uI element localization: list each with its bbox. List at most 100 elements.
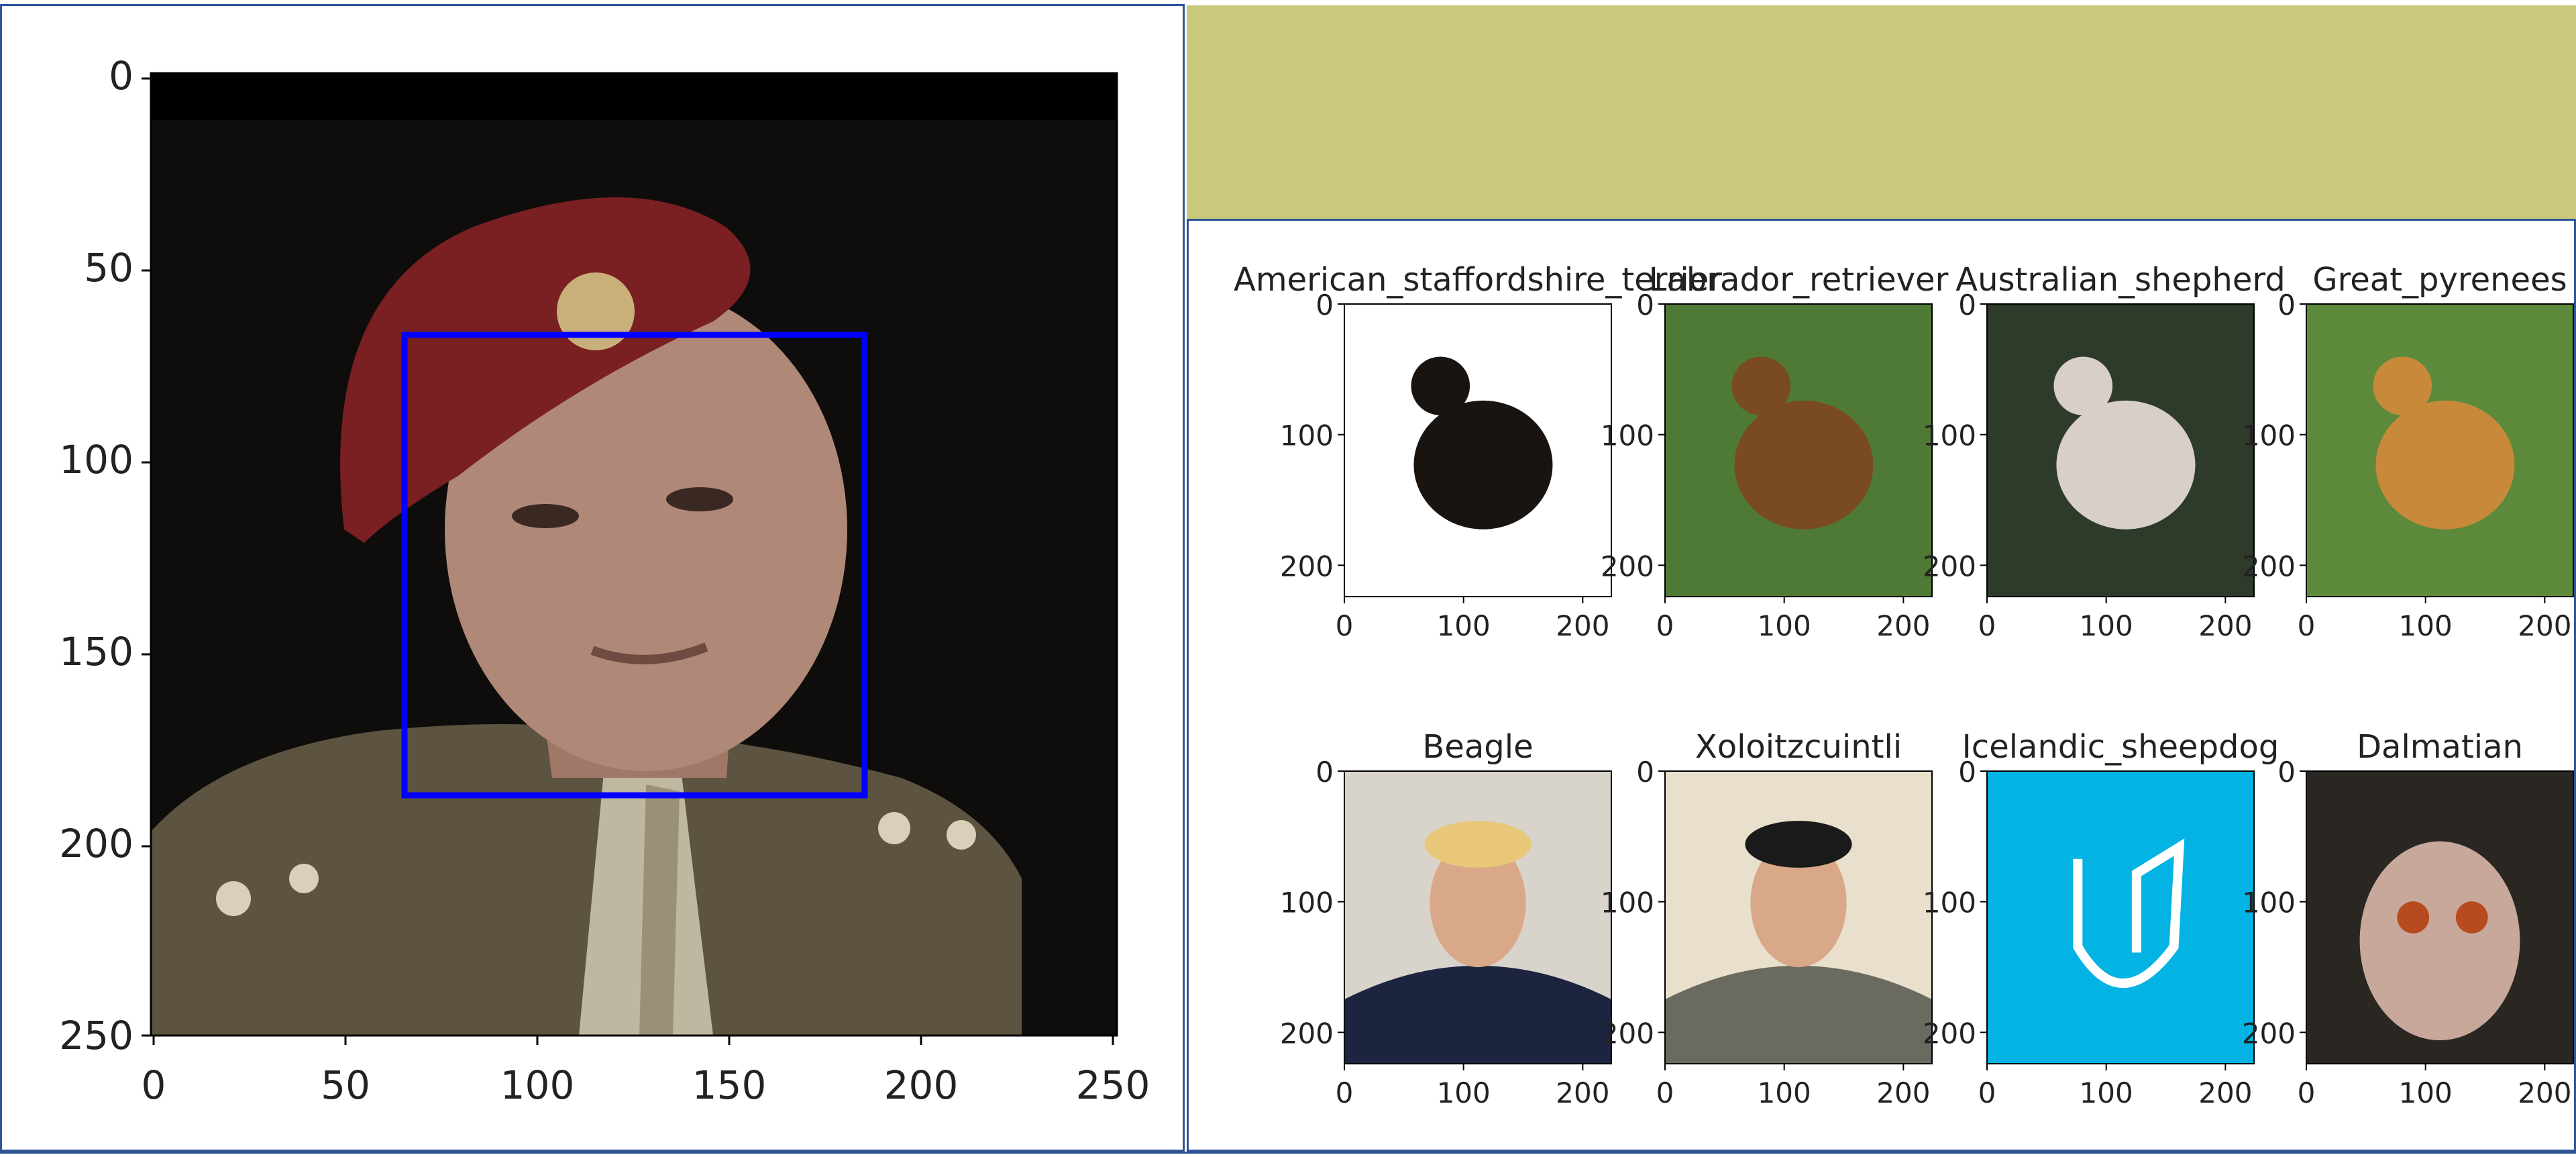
- breed-title: Xoloitzcuintli: [1695, 728, 1902, 766]
- dog-body: [1734, 400, 1874, 530]
- y-tick-label: 0: [1316, 289, 1334, 321]
- bottom-frame: [0, 1152, 2576, 1157]
- y-tick-label: 100: [1923, 887, 1976, 919]
- breed-title: American_staffordshire_terrier: [1234, 261, 1722, 299]
- y-tick-label: 0: [1958, 289, 1976, 321]
- y-tick-label: 0: [1636, 289, 1654, 321]
- x-tick-label: 200: [1556, 609, 1609, 642]
- beret: [340, 197, 751, 543]
- x-tick-label: 0: [2298, 1076, 2316, 1109]
- dog-body: [2056, 400, 2196, 530]
- dog-head: [2373, 356, 2432, 415]
- subplot-frame: [2306, 303, 2574, 597]
- portrait-face: [1430, 838, 1526, 968]
- y-tick-label: 250: [59, 1013, 133, 1058]
- x-tick-label: 200: [884, 1062, 959, 1108]
- y-tick-label: 200: [1601, 550, 1654, 583]
- y-tick-label: 0: [1636, 756, 1654, 789]
- x-tick-label: 0: [2298, 609, 2316, 642]
- x-tick-label: 100: [2399, 1076, 2453, 1109]
- y-tick-label: 100: [1601, 887, 1654, 919]
- y-tick-label: 100: [1601, 419, 1654, 452]
- subplot-frame: [1344, 303, 1612, 597]
- y-tick-label: 50: [84, 245, 133, 291]
- portrait-suit: [1665, 965, 1932, 1064]
- breed-title: Great_pyrenees: [2312, 261, 2567, 299]
- face-bounding-box: [401, 332, 868, 799]
- x-tick-label: 200: [2198, 609, 2252, 642]
- y-tick-label: 200: [1280, 1017, 1334, 1050]
- y-tick-label: 200: [1601, 1017, 1654, 1050]
- y-tick-label: 150: [59, 629, 133, 674]
- x-tick-label: 100: [2080, 1076, 2133, 1109]
- x-tick-label: 200: [2198, 1076, 2252, 1109]
- x-tick-label: 150: [692, 1062, 767, 1108]
- y-tick-label: 100: [2242, 887, 2296, 919]
- beret-badge: [557, 272, 635, 350]
- x-tick-label: 200: [1556, 1076, 1609, 1109]
- y-tick-label: 0: [109, 53, 133, 99]
- cartoon-eye: [2455, 901, 2488, 934]
- y-tick-label: 0: [2277, 289, 2296, 321]
- y-tick-label: 100: [1280, 419, 1334, 452]
- x-axis: 0 50 100 150 200 250: [142, 1036, 1150, 1108]
- x-tick-label: 0: [1336, 1076, 1354, 1109]
- cartoon-eye: [2397, 901, 2430, 934]
- y-tick-label: 0: [2277, 756, 2296, 789]
- breed-title: Dalmatian: [2357, 728, 2523, 766]
- y-axis: 0 50 100 150 200 250: [59, 53, 151, 1058]
- face-detection-panel: 0 50 100 150 200 250 0 50 100 150 200 25…: [0, 4, 1185, 1152]
- image-background: [1987, 771, 2254, 1064]
- breed-title: Beagle: [1422, 728, 1533, 766]
- y-tick-label: 0: [1316, 756, 1334, 789]
- x-tick-label: 0: [1978, 609, 1996, 642]
- x-tick-label: 100: [1437, 609, 1491, 642]
- portrait-face: [1750, 838, 1847, 968]
- breed-title: Labrador_retriever: [1649, 261, 1949, 299]
- y-tick-label: 200: [1280, 550, 1334, 583]
- y-tick-label: 100: [1280, 887, 1334, 919]
- x-tick-label: 200: [2518, 609, 2571, 642]
- y-tick-label: 200: [59, 821, 133, 866]
- breed-title: Icelandic_sheepdog: [1962, 728, 2279, 766]
- x-tick-label: 100: [2080, 609, 2133, 642]
- dog-head: [1411, 356, 1470, 415]
- x-tick-label: 100: [1758, 609, 1811, 642]
- logo-mark: [2073, 838, 2185, 988]
- x-tick-label: 200: [2518, 1076, 2571, 1109]
- y-tick-label: 0: [1958, 756, 1976, 789]
- y-tick-label: 200: [2242, 1017, 2296, 1050]
- x-tick-label: 100: [1437, 1076, 1491, 1109]
- subplot-frame: [1664, 303, 1933, 597]
- dog-body: [2375, 400, 2515, 530]
- header-banner: [1187, 5, 2576, 219]
- uniform: [151, 724, 1022, 1036]
- image-top-band: [151, 73, 1117, 120]
- y-tick-label: 100: [59, 437, 133, 483]
- y-tick-label: 100: [2242, 419, 2296, 452]
- cartoon-body: [2359, 841, 2520, 1041]
- x-tick-label: 0: [142, 1062, 166, 1108]
- x-tick-label: 50: [321, 1062, 370, 1108]
- subplot-frame: [1664, 770, 1933, 1064]
- x-tick-label: 0: [1656, 609, 1674, 642]
- tie: [639, 785, 680, 1036]
- x-tick-label: 100: [1758, 1076, 1811, 1109]
- dog-body: [1413, 400, 1553, 530]
- dog-breed-grid-panel: American_staffordshire_terrier 0 100 200 0 10…: [1187, 219, 2576, 1152]
- x-tick-label: 100: [500, 1062, 575, 1108]
- x-tick-label: 200: [1876, 609, 1930, 642]
- face-detection-plot: 0 50 100 150 200 250 0 50 100 150 200 25…: [59, 53, 1150, 1108]
- face-image: [151, 73, 1117, 1036]
- subplot-frame: [1344, 770, 1612, 1064]
- y-tick-label: 200: [1923, 550, 1976, 583]
- x-tick-label: 100: [2399, 609, 2453, 642]
